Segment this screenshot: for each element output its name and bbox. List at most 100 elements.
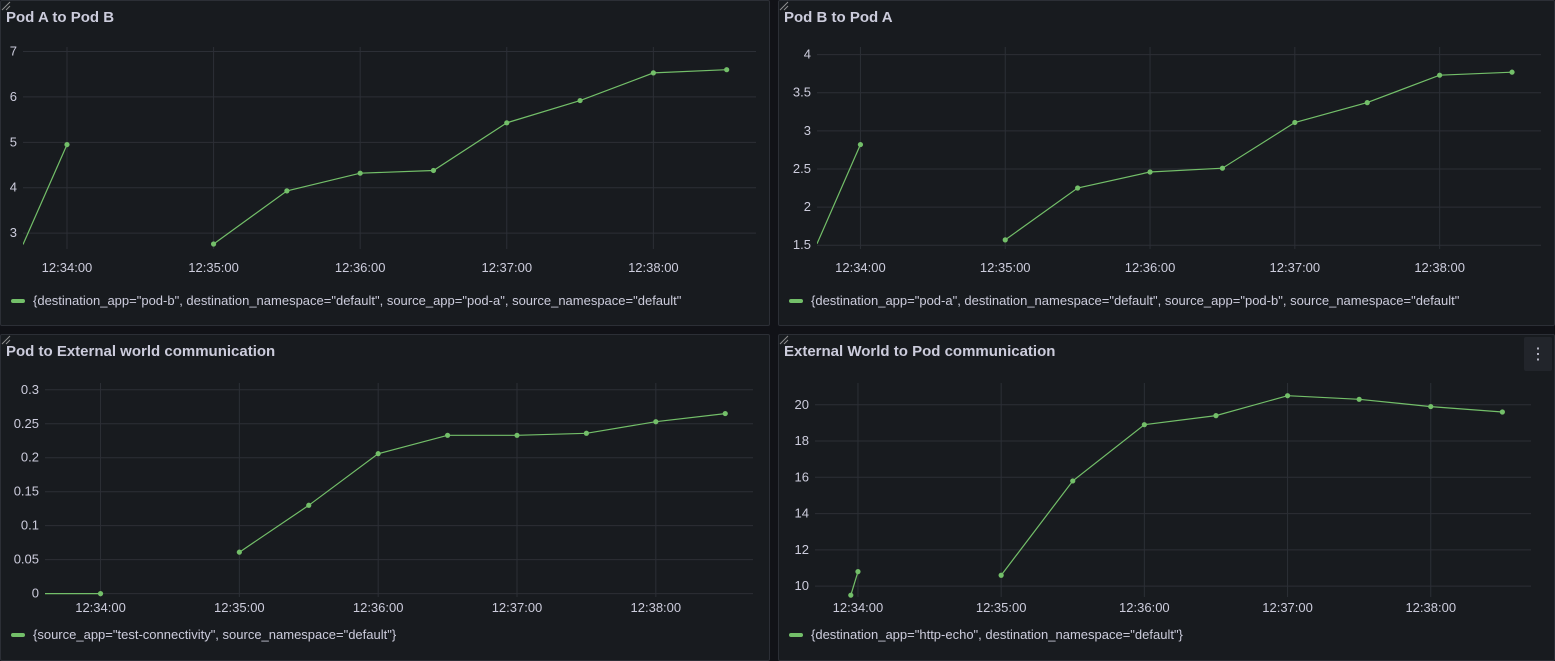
legend[interactable]: {destination_app="http-echo", destinatio… [789, 627, 1183, 642]
data-point [1002, 237, 1008, 243]
data-point [855, 569, 861, 575]
data-point [1437, 72, 1443, 78]
y-tick-label: 2.5 [793, 161, 811, 176]
x-tick-label: 12:37:00 [1270, 260, 1321, 275]
legend-label: {source_app="test-connectivity", source_… [33, 627, 397, 642]
legend[interactable]: {destination_app="pod-b", destination_na… [11, 293, 681, 308]
data-point [848, 592, 854, 598]
x-tick-label: 12:36:00 [353, 600, 404, 615]
data-point [514, 432, 520, 438]
data-point [1213, 413, 1219, 419]
data-point [650, 70, 656, 76]
x-tick-label: 12:36:00 [1125, 260, 1176, 275]
series-line [23, 144, 68, 245]
data-point [210, 241, 217, 247]
x-tick-label: 12:35:00 [976, 600, 1027, 615]
resize-handle-icon[interactable] [779, 335, 789, 345]
series-line [1004, 71, 1513, 241]
panel-title[interactable]: Pod A to Pod B [6, 9, 115, 26]
legend[interactable]: {destination_app="pod-a", destination_na… [789, 293, 1459, 308]
x-tick-label: 12:37:00 [1262, 600, 1313, 615]
y-tick-label: 3 [804, 123, 811, 138]
x-tick-label: 12:36:00 [1119, 600, 1170, 615]
panel-pod-a-to-pod-b: Pod A to Pod B 3 4 5 6 7 12:34:00 12:35:00 12:3… [0, 0, 770, 326]
data-point [97, 591, 104, 597]
y-tick-label: 10 [795, 578, 809, 593]
data-point [1509, 69, 1515, 75]
y-tick-label: 5 [10, 134, 17, 149]
x-tick-label: 12:34:00 [42, 260, 93, 275]
legend-label: {destination_app="pod-a", destination_na… [811, 293, 1460, 308]
data-point [357, 170, 363, 176]
y-tick-label: 0.3 [21, 382, 39, 397]
legend-swatch-icon [11, 632, 25, 637]
data-point [1284, 393, 1291, 399]
panel-pod-b-to-pod-a: Pod B to Pod A 1.5 2 2.5 3 3.5 4 12:34:00 12:35… [778, 0, 1555, 326]
chart-external-to-pod: 10 12 14 16 18 20 12:34:00 12:35:00 12:36:00 12:3… [795, 383, 1531, 615]
panel-title[interactable]: Pod to External world communication [6, 343, 276, 360]
y-tick-label: 2 [804, 199, 811, 214]
y-tick-label: 18 [795, 433, 809, 448]
legend-swatch-icon [789, 298, 803, 303]
resize-handle-icon[interactable] [1, 1, 11, 11]
series-line [239, 413, 726, 553]
data-point [306, 502, 312, 508]
data-point [444, 432, 451, 438]
y-tick-label: 16 [795, 469, 809, 484]
legend-label: {destination_app="http-echo", destinatio… [811, 627, 1183, 642]
resize-handle-icon[interactable] [779, 1, 789, 11]
data-point [375, 451, 381, 457]
data-point [857, 141, 864, 148]
x-tick-label: 12:38:00 [1405, 600, 1456, 615]
chart-pod-b-to-pod-a: 1.5 2 2.5 3 3.5 4 12:34:00 12:35:00 12:36:00 12:3… [793, 47, 1541, 275]
y-tick-label: 6 [10, 89, 17, 104]
y-tick-label: 0.2 [21, 450, 39, 465]
data-point [1292, 119, 1298, 126]
x-tick-label: 12:34:00 [833, 600, 884, 615]
y-tick-label: 12 [795, 542, 809, 557]
data-point [722, 410, 728, 417]
y-tick-label: 0.15 [14, 484, 39, 499]
chart-pod-a-to-pod-b: 3 4 5 6 7 12:34:00 12:35:00 12:36:00 12:37:00 12:… [10, 44, 756, 275]
data-point [577, 97, 583, 104]
data-point [236, 549, 242, 555]
y-tick-label: 4 [10, 180, 17, 195]
data-point [583, 430, 590, 436]
x-tick-label: 12:35:00 [980, 260, 1031, 275]
data-point [1364, 100, 1370, 106]
y-tick-label: 7 [10, 44, 17, 59]
y-tick-label: 14 [795, 506, 809, 521]
data-point [64, 141, 70, 148]
y-tick-label: 0.25 [14, 416, 39, 431]
legend[interactable]: {source_app="test-connectivity", source_… [11, 627, 396, 642]
y-tick-label: 0.05 [14, 552, 39, 567]
chart-pod-to-external: 0 0.05 0.1 0.15 0.2 0.25 0.3 12:34:00 12:35:00 12… [14, 382, 753, 615]
legend-swatch-icon [11, 298, 25, 303]
series-line [817, 144, 861, 244]
legend-label: {destination_app="pod-b", destination_na… [33, 293, 682, 308]
y-tick-label: 20 [795, 397, 809, 412]
data-point [504, 120, 510, 126]
legend-swatch-icon [789, 632, 803, 637]
x-tick-label: 12:38:00 [628, 260, 679, 275]
panel-pod-to-external: Pod to External world communication 0 0.0… [0, 334, 770, 661]
x-tick-label: 12:34:00 [835, 260, 886, 275]
data-point [1356, 396, 1362, 402]
x-tick-label: 12:34:00 [75, 600, 126, 615]
x-tick-label: 12:35:00 [188, 260, 239, 275]
x-tick-label: 12:36:00 [335, 260, 386, 275]
data-point [653, 419, 659, 425]
x-tick-label: 12:38:00 [631, 600, 682, 615]
resize-handle-icon[interactable] [1, 335, 11, 345]
data-point [1141, 422, 1147, 428]
y-tick-label: 0.1 [21, 518, 39, 533]
data-point [1070, 478, 1076, 484]
data-point [430, 167, 437, 174]
data-point [724, 67, 730, 73]
panel-menu-icon[interactable]: ⋮ [1524, 337, 1552, 371]
panel-title[interactable]: External World to Pod communication [784, 343, 1056, 360]
series-line [1000, 395, 1503, 576]
panel-title[interactable]: Pod B to Pod A [784, 9, 893, 26]
data-point [1219, 165, 1226, 171]
data-point [1147, 169, 1153, 175]
